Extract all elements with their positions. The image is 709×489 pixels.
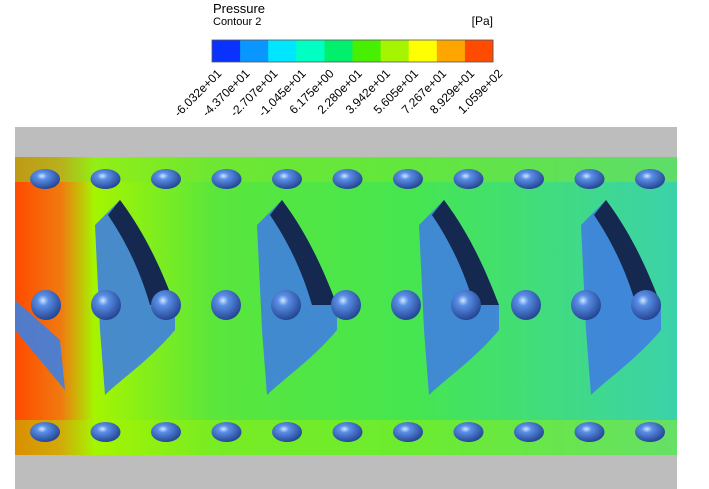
half-sphere	[574, 169, 605, 189]
half-sphere	[453, 422, 484, 442]
half-sphere	[211, 422, 242, 442]
half-sphere	[635, 169, 665, 189]
colorbar-bin	[296, 40, 325, 62]
legend-subtitle: Contour 2	[213, 16, 261, 28]
half-sphere	[332, 422, 363, 442]
colorbar-frame	[211, 39, 494, 63]
sphere	[631, 290, 661, 320]
half-sphere	[151, 169, 181, 189]
colorbar: -6.032e+01-4.370e+01-2.707e+01-1.045e+01…	[171, 39, 506, 120]
half-sphere	[151, 422, 181, 442]
blade-shadow	[108, 200, 175, 305]
sphere	[391, 290, 421, 320]
blade-shadow	[594, 200, 661, 305]
colorbar-bin	[240, 40, 269, 62]
wall-top	[15, 127, 677, 157]
half-sphere	[453, 169, 484, 189]
colorbar-bin	[464, 40, 494, 62]
colorbar-bin	[380, 40, 410, 62]
sphere	[91, 290, 121, 320]
half-sphere	[272, 169, 302, 189]
half-sphere	[90, 169, 121, 189]
half-sphere	[332, 169, 363, 189]
half-sphere	[211, 169, 242, 189]
blade-shadow	[270, 200, 337, 305]
half-sphere	[30, 169, 60, 189]
legend-unit: [Pa]	[472, 14, 493, 28]
sphere	[511, 290, 541, 320]
half-sphere	[514, 169, 544, 189]
sphere	[451, 290, 481, 320]
colorbar-bin	[408, 40, 438, 62]
blade	[15, 300, 65, 390]
blade-shadow	[432, 200, 499, 305]
colorbar-bin	[268, 40, 297, 62]
colorbar-bin	[324, 40, 353, 62]
half-sphere	[574, 422, 605, 442]
blade	[95, 200, 175, 395]
flow-view	[15, 127, 677, 489]
sphere	[151, 290, 181, 320]
sphere	[271, 290, 301, 320]
colorbar-bin	[212, 40, 241, 62]
wall-bottom	[15, 455, 677, 489]
sphere	[211, 290, 241, 320]
legend-title: Pressure	[213, 1, 265, 16]
half-sphere	[90, 422, 121, 442]
blade	[581, 200, 661, 395]
half-sphere	[635, 422, 665, 442]
half-sphere	[393, 422, 423, 442]
half-sphere	[272, 422, 302, 442]
sphere	[31, 290, 61, 320]
half-sphere	[514, 422, 544, 442]
sphere	[331, 290, 361, 320]
sphere	[571, 290, 601, 320]
colorbar-bin	[352, 40, 382, 62]
colorbar-bin	[436, 40, 466, 62]
half-sphere	[30, 422, 60, 442]
half-sphere	[393, 169, 423, 189]
